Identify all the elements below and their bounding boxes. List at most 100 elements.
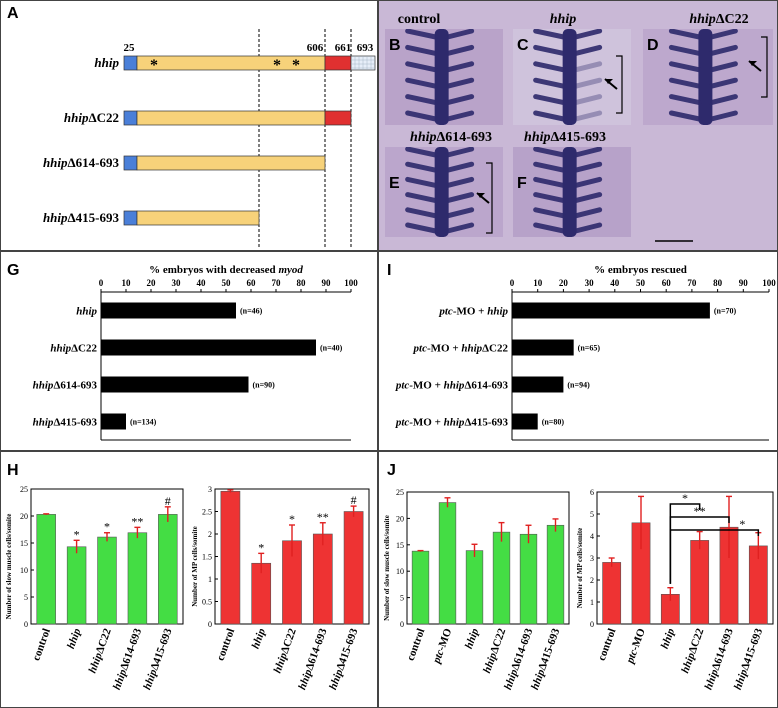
y-tick-label: 0: [24, 620, 28, 629]
x-tick-label: 40: [197, 278, 207, 288]
somite-stripe: [445, 207, 475, 219]
somite-stripe: [533, 207, 567, 219]
category-label: hhipΔ415-693: [327, 626, 360, 691]
micrograph-title: control: [398, 12, 441, 27]
y-tick-label: 2: [208, 530, 212, 539]
panel-h: H 0 5 10 15 20 25 Number of slow muscle cells/…: [0, 451, 378, 708]
category-label: hhipΔ614-693: [111, 626, 144, 691]
bar: [97, 536, 117, 625]
somite-stripe: [708, 61, 738, 73]
somite-stripe: [405, 207, 439, 219]
category-label: hhip: [65, 626, 84, 650]
somite-stripe: [405, 44, 439, 56]
somite-stripe: [668, 110, 702, 122]
bar: [465, 550, 484, 625]
asterisk-mark: *: [150, 57, 158, 74]
y-tick-label: 6: [590, 488, 594, 497]
comparison-bracket: [669, 529, 760, 584]
somite-stripe: [533, 192, 567, 204]
x-tick-label: 20: [559, 278, 569, 288]
x-tick-label: 50: [636, 278, 646, 288]
panel-label: D: [647, 37, 659, 54]
panel-label: A: [7, 5, 19, 22]
chart-g: % embryos with decreased myod 0 10 20 30 40 50…: [33, 264, 358, 441]
y-tick-label: 3: [208, 485, 212, 494]
bar: [101, 339, 316, 356]
somite-stripe: [445, 176, 475, 188]
bar: [512, 339, 574, 356]
y-tick-label: 10: [396, 567, 404, 576]
somite-stripe: [445, 110, 475, 122]
category-label: hhip: [250, 626, 269, 650]
category-label: hhipΔ614-693: [703, 626, 736, 691]
y-tick-label: 15: [396, 541, 404, 550]
panel-label: B: [389, 37, 401, 54]
somite-stripe: [533, 161, 567, 173]
panel-j: J 0 5 10 15 20 25 Number of slow muscle cells/…: [378, 451, 778, 708]
panel-label: F: [517, 175, 527, 192]
somite-stripe: [708, 94, 738, 106]
somite-stripe: [573, 192, 603, 204]
micrograph-e: E: [385, 146, 503, 237]
somite-stripe: [573, 176, 603, 188]
somite-stripe: [445, 192, 475, 204]
y-tick-label: 0: [590, 620, 594, 629]
notochord-stain: [434, 147, 449, 237]
somite-stripe: [573, 77, 603, 89]
micrograph-b: B: [385, 28, 503, 125]
somite-stripe: [533, 44, 567, 56]
somite-stripe: [668, 61, 702, 73]
construct-label: hhipΔ415-693: [43, 210, 120, 225]
category-label: hhipΔ614-693: [33, 380, 98, 392]
y-tick-label: 20: [20, 512, 28, 521]
category-label: ptc-MO: [430, 627, 454, 666]
chart-title: % embryos rescued: [594, 264, 687, 276]
bar: [343, 511, 364, 625]
panel-a: A 25 606 661 693 hhip * * * hhipΔC22 hhipΔ614-693…: [0, 0, 378, 251]
category-label: hhipΔ415-693: [732, 626, 765, 691]
bar: [312, 533, 333, 625]
chart-i: % embryos rescued 0 10 20 30 40 50 60 70 80 90 100 p…: [395, 264, 776, 441]
y-tick-label: 25: [396, 488, 404, 497]
bar: [36, 514, 56, 625]
notochord-stain: [562, 147, 577, 237]
micrograph-title: hhip: [550, 12, 576, 27]
x-tick-label: 90: [739, 278, 749, 288]
bar: [512, 302, 710, 319]
significance-mark: **: [131, 514, 143, 528]
somite-stripe: [533, 176, 567, 188]
micrograph-f: F: [513, 146, 631, 237]
chart-h-mp-cells: 0 0.5 1 1.5 2 2.5 3 Number of MP cells/somite co…: [191, 485, 370, 692]
y-tick-label: 5: [590, 510, 594, 519]
x-tick-label: 0: [99, 278, 104, 288]
x-tick-label: 90: [322, 278, 332, 288]
domain-segment-red: [324, 55, 352, 71]
x-tick-label: 70: [687, 278, 697, 288]
domain-segment-blue: [123, 210, 138, 226]
y-tick-label: 5: [400, 594, 404, 603]
domain-segment-red: [324, 110, 352, 126]
x-tick-label: 100: [344, 278, 358, 288]
bar: [220, 490, 241, 625]
somite-stripe: [405, 146, 439, 158]
somite-stripe: [445, 146, 475, 158]
domain-segment-blue: [123, 155, 138, 171]
data-label: (n=46): [240, 307, 263, 316]
bar: [519, 533, 538, 625]
somite-stripe: [573, 146, 603, 158]
somite-stripe: [573, 94, 603, 106]
micrograph-d: D: [643, 28, 773, 125]
bar: [101, 376, 249, 393]
domain-segment-blue: [123, 110, 138, 126]
somite-stripe: [445, 28, 475, 40]
plot-frame: [406, 491, 570, 625]
category-label: hhipΔ415-693: [529, 626, 562, 691]
x-tick-label: 20: [147, 278, 157, 288]
y-tick-label: 0: [400, 620, 404, 629]
somite-stripe: [573, 44, 603, 56]
y-tick-label: 0.5: [202, 598, 212, 607]
somite-stripe: [533, 222, 567, 234]
x-tick-label: 30: [585, 278, 595, 288]
significance-mark: *: [104, 520, 110, 534]
category-label: control: [405, 627, 428, 662]
